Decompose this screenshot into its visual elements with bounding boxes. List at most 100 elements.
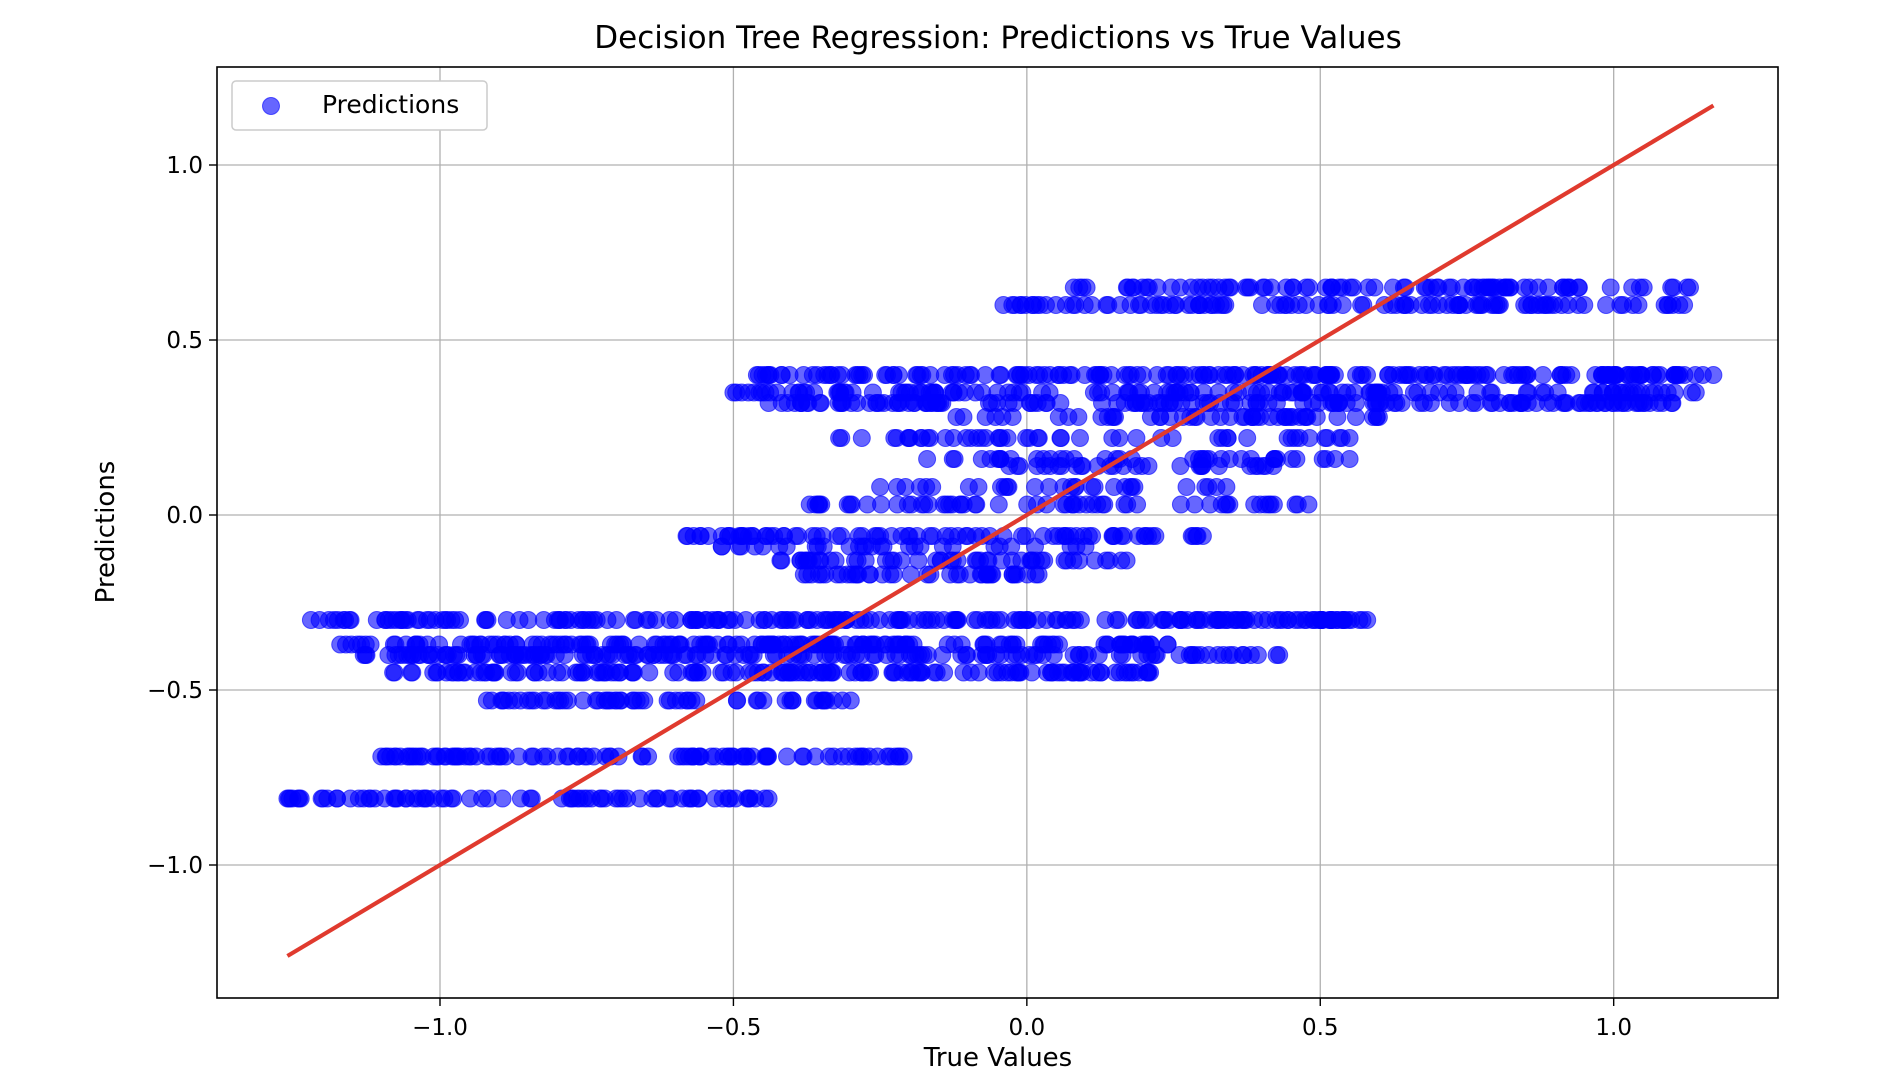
data-point bbox=[976, 611, 995, 629]
data-point bbox=[1151, 296, 1170, 314]
data-point bbox=[778, 747, 796, 766]
data-point bbox=[1447, 366, 1466, 384]
data-point bbox=[778, 611, 797, 629]
data-point bbox=[1064, 551, 1083, 570]
data-point bbox=[936, 429, 955, 447]
data-point bbox=[1106, 611, 1125, 629]
data-point bbox=[660, 691, 679, 710]
y-tick-label: 0.0 bbox=[166, 503, 203, 529]
data-point bbox=[1369, 408, 1388, 426]
data-point bbox=[1051, 429, 1070, 447]
data-point bbox=[852, 429, 871, 447]
data-point bbox=[1128, 611, 1147, 629]
data-point bbox=[1030, 366, 1049, 384]
data-point bbox=[1439, 278, 1458, 297]
data-point bbox=[870, 611, 889, 629]
data-point bbox=[1159, 366, 1178, 384]
data-point bbox=[1663, 394, 1682, 412]
data-point bbox=[435, 747, 454, 766]
data-point bbox=[416, 789, 435, 808]
data-point bbox=[1234, 646, 1253, 664]
data-point bbox=[493, 646, 512, 664]
data-point bbox=[1177, 478, 1196, 496]
data-point bbox=[918, 646, 937, 664]
data-point bbox=[754, 691, 773, 710]
data-point bbox=[846, 747, 865, 766]
x-tick-label: −1.0 bbox=[412, 1015, 468, 1041]
data-point bbox=[475, 663, 494, 682]
data-point bbox=[681, 789, 700, 808]
data-point bbox=[712, 537, 731, 556]
legend-label: Predictions bbox=[322, 90, 459, 119]
data-point bbox=[1087, 663, 1106, 682]
data-point bbox=[437, 663, 456, 682]
data-point bbox=[998, 478, 1017, 496]
x-axis-label: True Values bbox=[923, 1043, 1072, 1073]
data-point bbox=[1216, 495, 1235, 514]
data-point bbox=[1346, 408, 1365, 426]
reference-line-group bbox=[286, 103, 1715, 958]
data-point bbox=[1270, 646, 1289, 664]
data-point bbox=[1208, 646, 1227, 664]
data-point bbox=[1552, 296, 1571, 314]
data-point bbox=[685, 663, 704, 682]
data-point bbox=[598, 611, 617, 629]
data-point bbox=[1209, 457, 1228, 475]
data-point bbox=[607, 789, 625, 808]
data-point bbox=[1238, 429, 1257, 447]
data-point bbox=[860, 394, 879, 412]
data-point bbox=[1007, 646, 1026, 664]
data-point bbox=[428, 646, 447, 664]
data-point bbox=[559, 747, 578, 766]
data-point bbox=[864, 646, 883, 664]
data-point bbox=[1387, 394, 1406, 412]
data-point bbox=[1073, 457, 1092, 475]
y-axis-ticks: −1.0 −0.5 0.0 0.5 1.0 bbox=[147, 153, 217, 879]
data-point bbox=[1071, 429, 1089, 447]
data-point bbox=[1358, 611, 1377, 629]
data-point bbox=[979, 646, 998, 664]
data-point bbox=[1218, 429, 1237, 447]
data-point bbox=[1227, 611, 1246, 629]
data-point bbox=[728, 691, 747, 710]
data-point bbox=[1193, 527, 1212, 545]
legend: Predictions bbox=[231, 80, 488, 131]
data-point bbox=[1008, 457, 1027, 475]
data-point bbox=[1264, 457, 1283, 475]
data-point bbox=[1083, 478, 1102, 496]
data-point bbox=[1509, 366, 1527, 384]
data-point bbox=[783, 691, 802, 710]
data-point bbox=[1504, 394, 1523, 412]
data-point bbox=[1123, 278, 1142, 297]
data-point bbox=[451, 611, 469, 629]
data-point bbox=[730, 537, 748, 556]
data-point bbox=[990, 366, 1009, 384]
data-point bbox=[1421, 394, 1440, 412]
data-point bbox=[397, 789, 416, 808]
data-point bbox=[1245, 495, 1264, 514]
data-point bbox=[509, 747, 528, 766]
data-point bbox=[684, 747, 702, 766]
data-point bbox=[993, 408, 1012, 426]
data-point bbox=[719, 747, 738, 766]
data-point bbox=[291, 789, 310, 808]
data-point bbox=[959, 478, 978, 496]
data-point bbox=[791, 394, 810, 412]
data-point bbox=[1141, 408, 1160, 426]
data-point bbox=[1282, 450, 1301, 468]
data-point bbox=[878, 366, 896, 384]
data-point bbox=[1132, 457, 1151, 475]
data-point bbox=[1396, 296, 1415, 314]
data-point bbox=[1662, 278, 1681, 297]
data-point bbox=[1273, 611, 1292, 629]
data-point bbox=[640, 663, 659, 682]
data-point bbox=[703, 611, 722, 629]
data-point bbox=[1030, 296, 1049, 314]
data-point bbox=[772, 394, 791, 412]
data-point bbox=[1103, 527, 1122, 545]
data-point bbox=[1046, 296, 1065, 314]
reference-line bbox=[286, 103, 1715, 958]
data-point bbox=[506, 663, 525, 682]
data-point bbox=[1243, 408, 1262, 426]
data-point bbox=[981, 450, 1000, 468]
